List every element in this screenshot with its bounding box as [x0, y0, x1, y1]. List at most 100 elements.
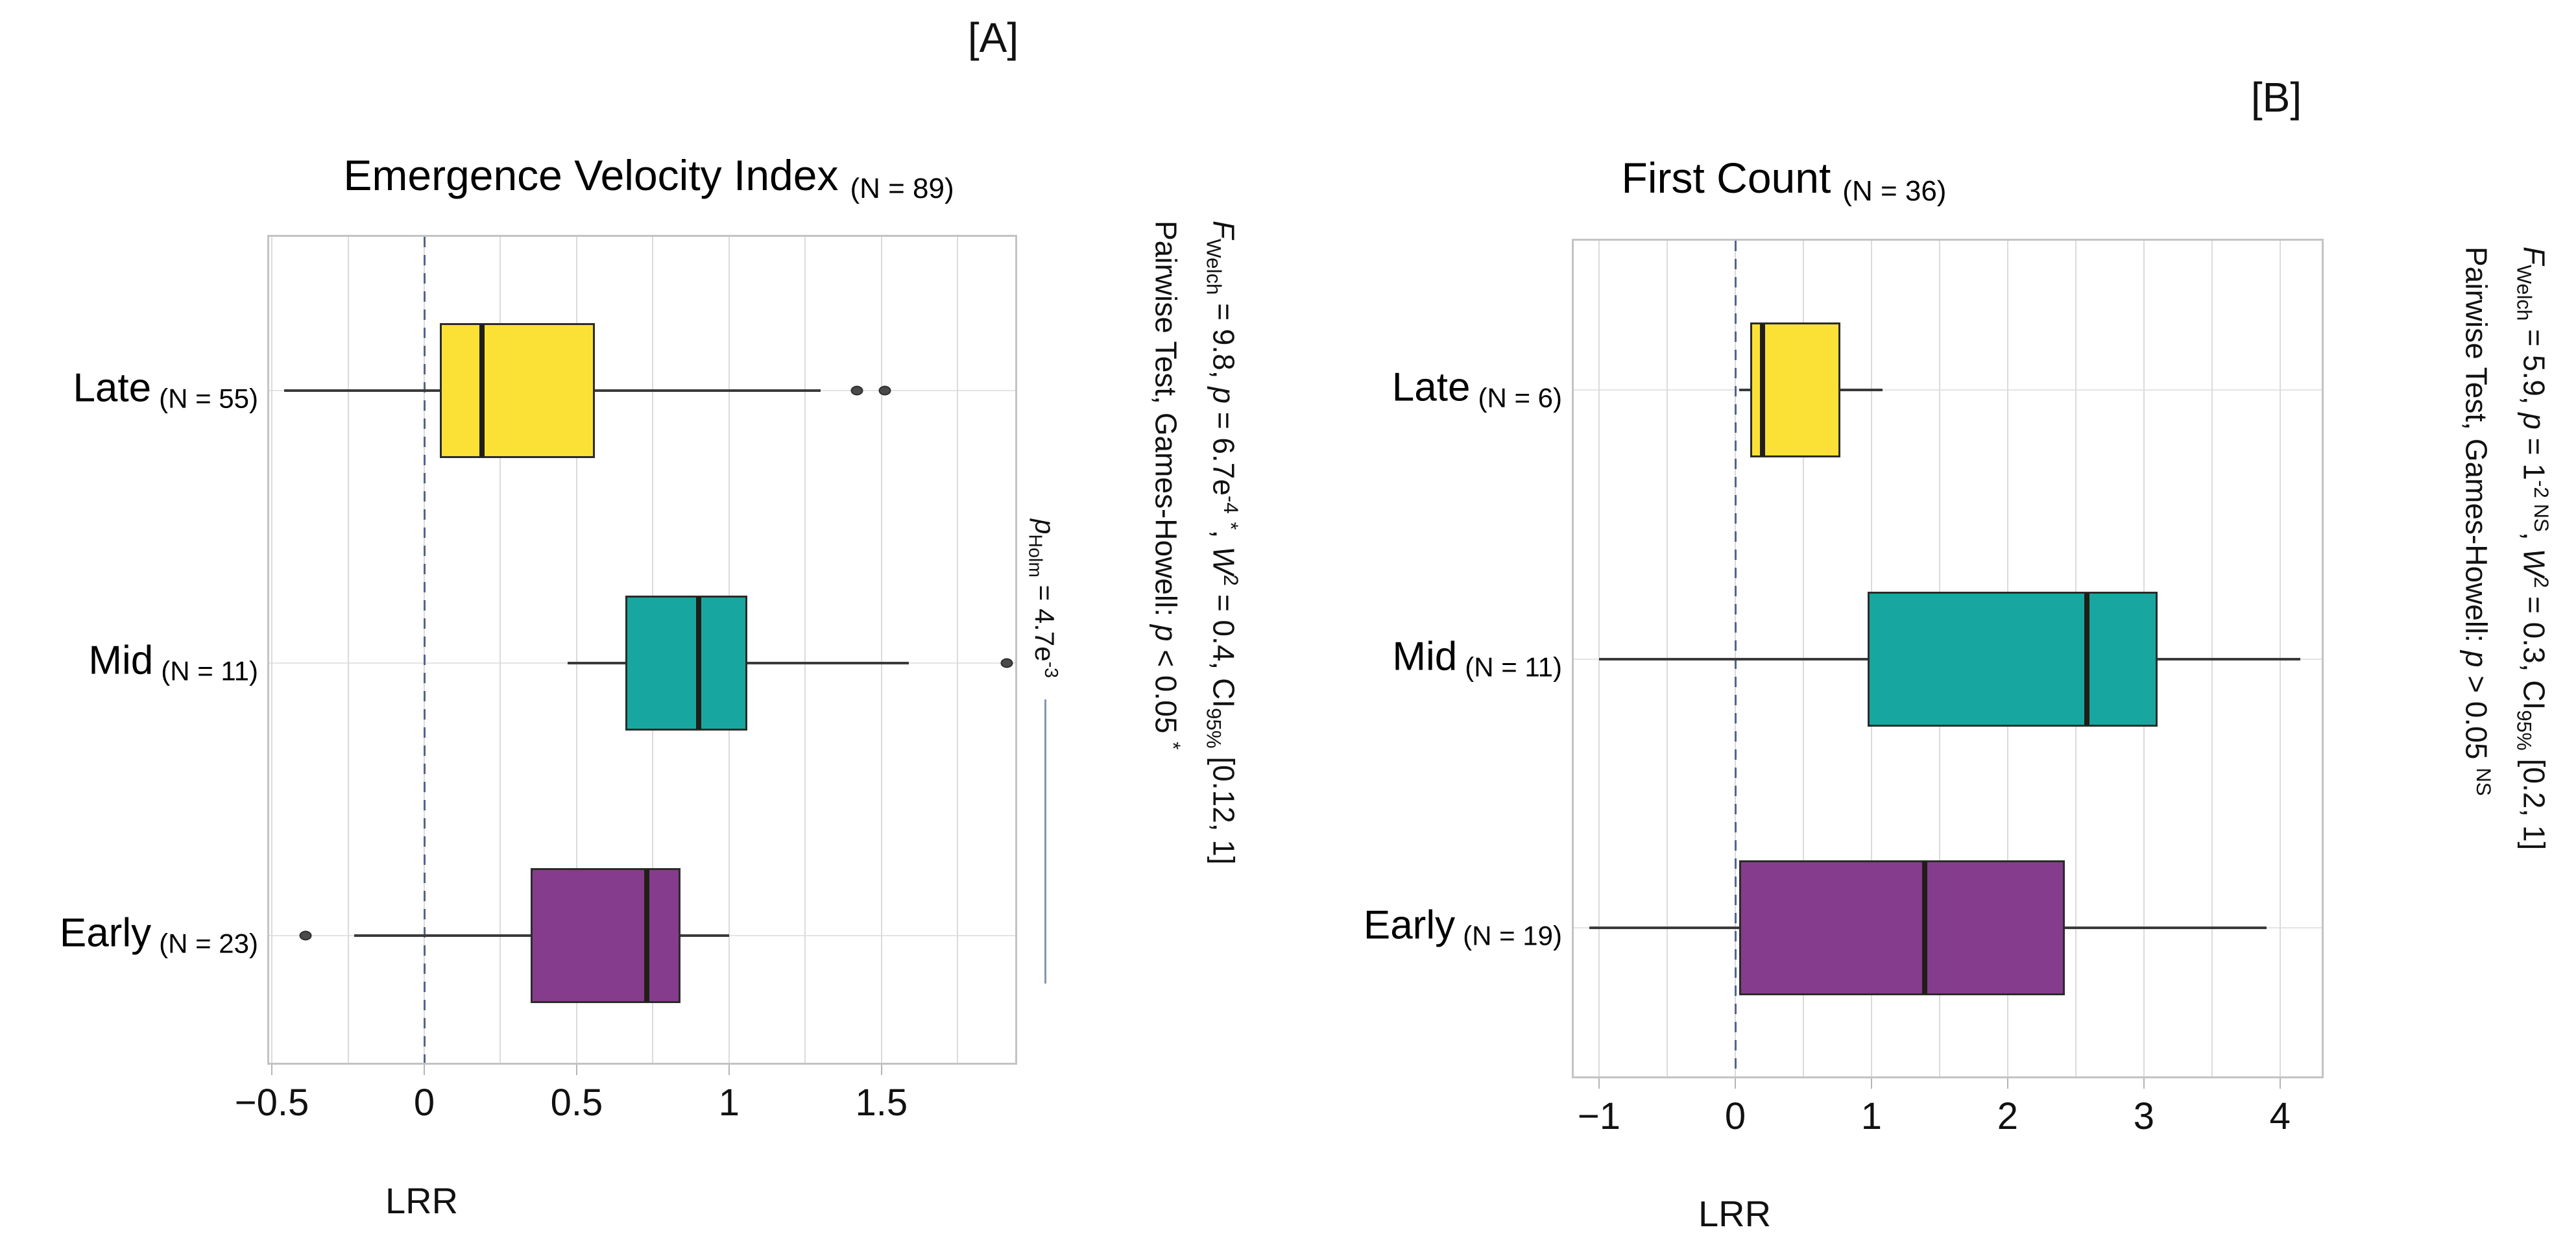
median-line — [695, 597, 701, 729]
x-tick-mark — [1870, 1078, 1872, 1089]
x-gridline — [880, 237, 882, 1063]
x-tick-label: 1 — [718, 1082, 740, 1124]
panel-b-title: First Count (N = 36) — [1622, 153, 1947, 208]
stats-text-segment: -3 — [1041, 661, 1061, 678]
stats-text-segment: p — [2460, 650, 2494, 668]
ylabel-text: Late — [73, 365, 152, 411]
stats-text-segment: 2 — [2530, 576, 2553, 588]
ylabel-n: (N = 19) — [1463, 920, 1562, 951]
x-tick-mark — [2143, 1078, 2145, 1089]
x-tick-mark — [1598, 1078, 1600, 1089]
outlier-point — [1000, 658, 1013, 668]
x-tick-mark — [1734, 1078, 1736, 1089]
stats-text-segment: [0.2, 1] — [2517, 750, 2551, 851]
outlier-point — [299, 930, 312, 941]
x-gridline — [575, 237, 577, 1063]
median-line — [2084, 593, 2089, 725]
stats-text-segment: * — [1220, 522, 1242, 530]
median-line — [644, 869, 650, 1002]
x-gridline — [347, 237, 349, 1063]
pairwise-pvalue-label: pHolm = 4.7e-3 — [1017, 448, 1069, 749]
x-tick-mark — [575, 1065, 577, 1075]
stats-text-segment: W — [2517, 548, 2551, 577]
stats-text-segment: * — [1162, 742, 1185, 750]
panel-b-title-n: (N = 36) — [1842, 175, 1947, 207]
stats-text-segment — [1207, 514, 1241, 522]
pairwise-bracket-line — [1044, 699, 1046, 984]
x-tick-mark — [2279, 1078, 2281, 1089]
panel-b-stats-caption: FWelch = 5.9, p = 1-2 NS, W2 = 0.3, CI95… — [2457, 247, 2561, 1119]
x-gridline — [804, 237, 806, 1063]
x-tick-mark — [880, 1065, 882, 1075]
x-tick-label: 0 — [413, 1082, 435, 1124]
x-tick-mark — [728, 1065, 730, 1075]
x-tick-label: 0.5 — [550, 1082, 603, 1124]
panel-a-title: Emergence Velocity Index (N = 89) — [343, 151, 954, 205]
panel-b-xaxis-label: LRR — [1698, 1193, 1772, 1234]
x-tick-label: 4 — [2269, 1095, 2291, 1137]
box — [1750, 322, 1840, 457]
ylabel-text: Early — [1363, 903, 1456, 948]
stats-text-segment: Pairwise Test, Games-Howell: — [2460, 247, 2494, 651]
x-tick-label: 2 — [1997, 1095, 2019, 1137]
stats-text-segment: Holm — [1024, 534, 1046, 577]
box — [531, 868, 680, 1003]
ylabel-n: (N = 11) — [1465, 651, 1562, 683]
ylabel-text: Late — [1391, 365, 1471, 410]
stats-text-segment: = 5.9, — [2517, 321, 2551, 413]
box — [1739, 860, 2065, 995]
stats-text-segment: Welch — [2512, 265, 2536, 321]
panel-b-tag: [B] — [2250, 74, 2302, 121]
stats-text-segment: = 0.3, CI — [2517, 588, 2551, 710]
stats-text-segment: = 0.4, CI — [1207, 586, 1241, 708]
box — [1867, 592, 2158, 727]
x-tick-mark — [424, 1065, 425, 1075]
x-gridline — [271, 237, 273, 1063]
panel-a-ylabel-late: Late (N = 55) — [0, 365, 258, 414]
x-tick-label: 3 — [2133, 1095, 2154, 1137]
ylabel-n: (N = 11) — [161, 655, 258, 686]
outlier-point — [850, 385, 863, 396]
stats-text-segment: = 4.7e — [1029, 577, 1060, 662]
zero-reference-line — [424, 237, 426, 1063]
stats-text-segment: = 9.8, — [1207, 295, 1241, 387]
panel-a-stats-line2: Pairwise Test, Games-Howell: p < 0.05 * — [1146, 221, 1193, 1093]
panel-a-stats-line1: FWelch = 9.8, p = 6.7e-4 *, W2 = 0.4, CI… — [1193, 221, 1251, 1093]
x-gridline — [957, 237, 959, 1063]
stats-text-segment: 95% — [2512, 710, 2536, 751]
ylabel-text: Early — [59, 910, 152, 956]
ylabel-text: Mid — [1392, 634, 1458, 679]
stats-text-segment: p — [1029, 519, 1060, 535]
ylabel-n: (N = 23) — [159, 928, 258, 959]
stats-text-segment: [0.12, 1] — [1207, 748, 1241, 865]
stats-text-segment: 95% — [1202, 707, 1225, 749]
ylabel-n: (N = 6) — [1478, 382, 1562, 413]
panel-b-stats-line2: Pairwise Test, Games-Howell: p > 0.05 NS — [2457, 247, 2503, 1119]
stats-text-segment: > 0.05 — [2460, 667, 2494, 768]
stats-text-segment: < 0.05 — [1150, 641, 1184, 742]
panel-a-title-text: Emergence Velocity Index — [343, 151, 839, 199]
median-line — [479, 324, 485, 457]
ylabel-text: Mid — [88, 638, 154, 683]
panel-b-stats-line1: FWelch = 5.9, p = 1-2 NS, W2 = 0.3, CI95… — [2503, 247, 2561, 1119]
stats-text-segment: 2 — [1220, 574, 1242, 587]
stats-text-segment: p — [1207, 387, 1241, 404]
median-line — [1759, 324, 1765, 456]
median-line — [1921, 862, 1927, 994]
box — [439, 323, 596, 458]
stats-text-segment: , — [1207, 529, 1241, 547]
x-tick-mark — [271, 1065, 273, 1075]
panel-b-ylabel-mid: Mid (N = 11) — [1147, 633, 1562, 683]
panel-b-ylabel-early: Early (N = 19) — [1147, 902, 1562, 951]
panel-a-title-n: (N = 89) — [850, 173, 954, 204]
x-tick-label: −0.5 — [234, 1082, 309, 1124]
x-tick-label: 0 — [1724, 1095, 1746, 1137]
stats-text-segment: W — [1207, 546, 1241, 575]
outlier-point — [878, 385, 891, 396]
stats-text-segment: = 1 — [2517, 429, 2551, 480]
x-tick-label: 1.5 — [855, 1082, 908, 1124]
x-tick-label: −1 — [1577, 1095, 1621, 1137]
panel-a-stats-caption: FWelch = 9.8, p = 6.7e-4 *, W2 = 0.4, CI… — [1146, 221, 1251, 1093]
x-tick-mark — [2006, 1078, 2008, 1089]
